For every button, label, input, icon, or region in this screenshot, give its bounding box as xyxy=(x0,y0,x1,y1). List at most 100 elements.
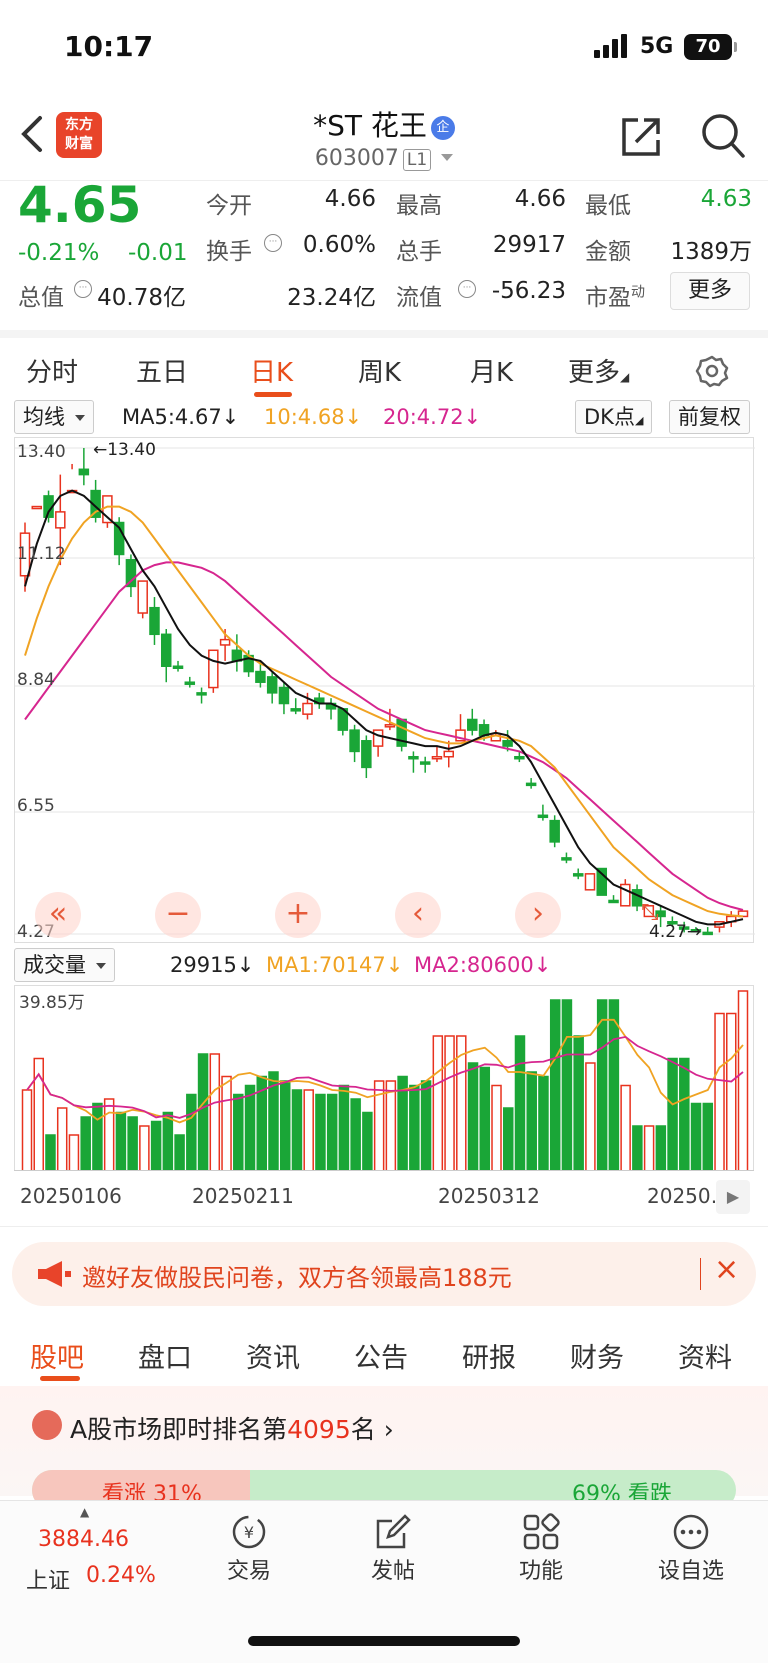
signal-icon xyxy=(594,34,627,58)
candle-body xyxy=(408,755,419,760)
megaphone-icon xyxy=(38,1261,71,1287)
tab-guba[interactable]: 股吧 xyxy=(30,1343,84,1374)
volume-bar xyxy=(491,1084,502,1171)
candle-body xyxy=(255,670,266,683)
tab-pankou[interactable]: 盘口 xyxy=(138,1343,192,1374)
candle-body xyxy=(608,899,619,904)
expand-icon[interactable]: ⤡ xyxy=(641,900,659,925)
indicator-select[interactable]: 均线 xyxy=(14,400,94,434)
high-marker: ←13.40 xyxy=(93,440,156,460)
promo-banner[interactable]: 邀好友做股民问卷，双方各领最高188元 × xyxy=(12,1242,756,1306)
tab-announcements[interactable]: 公告 xyxy=(354,1343,408,1374)
active-tab-underline xyxy=(254,392,292,397)
network-type: 5G xyxy=(640,34,674,59)
candle-body xyxy=(219,638,231,646)
volume-bar xyxy=(56,1107,68,1171)
dk-point-button[interactable]: DK点◢ xyxy=(575,400,653,434)
more-quote-button[interactable]: 更多 xyxy=(670,272,750,310)
candle-body xyxy=(443,750,454,758)
info-icon[interactable]: ··· xyxy=(74,280,92,298)
candle-body xyxy=(302,702,313,715)
nav-post[interactable]: 发帖 xyxy=(370,1559,415,1584)
ma10-line xyxy=(24,505,744,918)
zoom-out-button[interactable]: − xyxy=(155,892,201,938)
scroll-left-button[interactable]: ‹ xyxy=(395,892,441,938)
tab-finance[interactable]: 财务 xyxy=(570,1343,624,1374)
volume-bar xyxy=(585,1062,596,1171)
compose-icon[interactable] xyxy=(374,1513,412,1551)
volume-chart[interactable]: 39.85万 xyxy=(14,985,754,1171)
level-badge: L1 xyxy=(402,149,432,171)
more-dots-icon[interactable] xyxy=(672,1513,710,1551)
stock-name: *ST 花王 xyxy=(313,109,427,142)
indicator-label: 均线 xyxy=(23,405,65,429)
tab-profile[interactable]: 资料 xyxy=(678,1343,732,1374)
nav-trade[interactable]: 交易 xyxy=(226,1559,271,1584)
tab-monthly-k[interactable]: 月K xyxy=(470,358,514,388)
close-icon[interactable]: × xyxy=(714,1252,740,1287)
candle-body xyxy=(502,740,513,747)
candle-body xyxy=(678,926,690,930)
tab-weekly-k[interactable]: 周K xyxy=(358,358,402,388)
grid-icon[interactable] xyxy=(522,1513,560,1551)
volume-bar xyxy=(608,999,620,1171)
nav-add-watchlist[interactable]: 设自选 xyxy=(657,1559,724,1584)
index-name[interactable]: 上证 xyxy=(26,1569,71,1594)
nav-functions[interactable]: 功能 xyxy=(518,1559,563,1584)
bottom-nav: ▲ 3884.46 上证 0.24% ¥ 交易 发帖 功能 设自选 xyxy=(0,1500,768,1663)
index-percent[interactable]: 0.24% xyxy=(86,1563,156,1588)
candle-body xyxy=(290,708,301,712)
back-arrow-icon[interactable] xyxy=(18,114,48,154)
info-icon[interactable]: ··· xyxy=(458,280,476,298)
logo-line-2: 财富 xyxy=(65,136,93,152)
candle-body xyxy=(431,755,443,760)
quote-label-sup: 动 xyxy=(631,284,645,301)
y-label-4: 6.55 xyxy=(17,796,55,816)
promo-text: 邀好友做股民问卷，双方各领最高188元 xyxy=(82,1264,512,1292)
candle-body xyxy=(549,819,560,843)
tab-news[interactable]: 资讯 xyxy=(246,1343,300,1374)
svg-text:¥: ¥ xyxy=(244,1523,254,1542)
zoom-in-button[interactable]: + xyxy=(275,892,321,938)
info-icon[interactable]: ··· xyxy=(264,234,282,252)
volume-bar xyxy=(244,1084,256,1171)
tab-timeshare[interactable]: 分时 xyxy=(26,358,79,388)
volume-bar xyxy=(514,1035,526,1171)
kline-chart[interactable]: 13.40 11.12 8.84 6.55 4.27 ←13.40 4.27→ … xyxy=(14,437,755,943)
quote-value: 23.24亿 xyxy=(287,285,376,311)
scroll-right-button[interactable]: › xyxy=(515,892,561,938)
chevron-down-icon[interactable] xyxy=(441,154,454,161)
trade-icon[interactable]: ¥ xyxy=(230,1513,268,1551)
dk-label: DK点 xyxy=(584,405,635,429)
rank-card[interactable]: A股市场即时排名第4095名 › 看涨 31% 69% 看跌 xyxy=(0,1386,768,1510)
volume-indicator-select[interactable]: 成交量 xyxy=(14,948,115,982)
ma10-value: 10:4.68↓ xyxy=(264,405,363,429)
share-icon[interactable] xyxy=(618,114,664,160)
ma5-value: MA5:4.67↓ xyxy=(122,405,240,429)
candle-body xyxy=(561,857,572,861)
search-icon[interactable] xyxy=(700,112,746,160)
volume-bar xyxy=(92,1102,103,1171)
rank-number: 4095 xyxy=(287,1415,351,1444)
vol-ma1-line xyxy=(26,1018,744,1124)
play-icon[interactable]: ▶ xyxy=(716,1180,750,1214)
volume-bar xyxy=(186,1093,197,1171)
tab-more[interactable]: 更多◢ xyxy=(568,352,629,389)
stock-code-row[interactable]: 603007 L1 xyxy=(0,146,768,171)
volume-bar xyxy=(409,1084,420,1171)
tab-research[interactable]: 研报 xyxy=(462,1343,516,1374)
volume-bar xyxy=(162,1111,174,1171)
volume-bar xyxy=(139,1125,150,1171)
volume-bar xyxy=(679,1057,690,1171)
gear-icon[interactable] xyxy=(695,354,729,388)
date-label-2: 20250211 xyxy=(192,1184,294,1208)
logo-line-1: 东方 xyxy=(65,117,93,133)
tab-daily-k[interactable]: 日K xyxy=(250,358,294,388)
scroll-left-fast-button[interactable]: « xyxy=(35,892,81,938)
volume-bar xyxy=(573,1035,584,1171)
tab-five-day[interactable]: 五日 xyxy=(136,358,189,388)
index-value[interactable]: 3884.46 xyxy=(38,1527,129,1552)
adjust-button[interactable]: 前复权 xyxy=(669,400,750,434)
volume-bar xyxy=(373,1080,385,1171)
volume-bar xyxy=(385,1080,397,1171)
